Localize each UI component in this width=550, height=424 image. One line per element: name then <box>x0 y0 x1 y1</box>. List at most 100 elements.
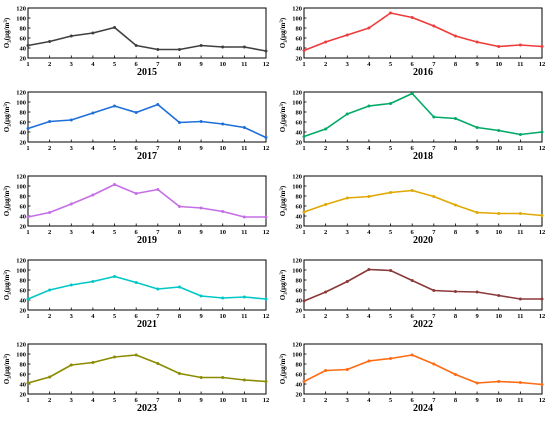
x-tick-label: 5 <box>113 229 117 236</box>
data-point <box>345 33 349 37</box>
y-axis-label: O3(μg/m3) <box>3 17 13 48</box>
x-tick-label: 6 <box>135 145 139 152</box>
y-tick-label: 40 <box>20 381 27 388</box>
x-tick-label: 10 <box>495 145 502 152</box>
x-tick-label: 7 <box>432 397 436 404</box>
x-tick-label: 1 <box>26 229 29 236</box>
x-tick-label: 12 <box>263 397 270 404</box>
data-point <box>497 212 501 215</box>
x-tick-label: 11 <box>517 313 523 320</box>
data-point <box>48 211 52 214</box>
y-tick-label: 20 <box>296 139 303 146</box>
series-line <box>27 275 267 300</box>
x-tick-label: 4 <box>367 61 371 68</box>
x-tick-label: 5 <box>113 397 117 404</box>
y-label-main: O <box>3 42 11 48</box>
x-tick-label: 1 <box>302 397 305 404</box>
x-tick-label: 12 <box>263 61 270 68</box>
y-tick-label: 120 <box>16 89 26 96</box>
plot-frame <box>303 259 543 311</box>
y-label-sub: 3 <box>8 40 13 43</box>
y-tick-label: 20 <box>20 139 27 146</box>
x-tick-label: 12 <box>539 61 546 68</box>
x-tick-label: 12 <box>539 397 546 404</box>
x-tick-label: 4 <box>91 61 95 68</box>
y-tick-label: 100 <box>292 99 302 106</box>
y-tick-label: 20 <box>20 223 27 230</box>
x-tick-label: 6 <box>411 145 415 152</box>
y-label-main: O <box>279 294 287 300</box>
x-tick-label: 6 <box>411 397 415 404</box>
plot-frame <box>27 7 267 59</box>
y-label-sup: 3 <box>280 272 285 275</box>
panel-title: 2021 <box>137 319 157 330</box>
y-axis-label: O3(μg/m3) <box>3 353 13 384</box>
y-tick-label: 40 <box>296 45 303 52</box>
x-tick-label: 10 <box>219 229 226 236</box>
y-label-sup: 3 <box>280 104 285 107</box>
data-point <box>497 129 501 132</box>
x-tick-label: 2 <box>324 61 327 68</box>
x-tick-label: 3 <box>70 397 74 404</box>
y-tick-label: 40 <box>20 45 27 52</box>
data-point <box>389 357 393 360</box>
x-tick-label: 1 <box>302 229 305 236</box>
y-axis-label: O3(μg/m3) <box>279 185 289 216</box>
y-tick-label: 40 <box>296 129 303 136</box>
y-tick-label: 20 <box>296 55 303 62</box>
series-line <box>27 103 267 139</box>
y-tick-label: 60 <box>20 371 27 378</box>
data-point <box>453 34 457 38</box>
data-point <box>389 102 393 105</box>
x-tick-label: 7 <box>432 229 436 236</box>
y-label-end: ) <box>279 269 287 272</box>
data-point <box>69 202 73 206</box>
y-tick-label: 100 <box>16 351 26 358</box>
data-point <box>26 297 30 301</box>
data-point <box>302 49 306 52</box>
x-tick-label: 9 <box>199 313 203 320</box>
y-label-unit: (μg/m <box>279 274 287 292</box>
data-point <box>91 31 95 35</box>
data-point <box>324 127 328 131</box>
x-tick-label: 8 <box>178 397 182 404</box>
x-tick-label: 11 <box>517 397 523 404</box>
x-tick-label: 10 <box>219 61 226 68</box>
panel-title: 2016 <box>413 67 433 78</box>
data-point <box>475 381 479 385</box>
x-tick-label: 2 <box>48 313 51 320</box>
data-point <box>432 289 436 292</box>
data-point <box>156 188 160 191</box>
x-tick-label: 5 <box>389 397 393 404</box>
y-tick-label: 120 <box>292 173 302 180</box>
panel-title: 2024 <box>413 403 433 414</box>
y-tick-label: 40 <box>296 381 303 388</box>
y-tick-label: 60 <box>296 371 303 378</box>
y-tick-label: 100 <box>16 99 26 106</box>
y-tick-label: 60 <box>20 203 27 210</box>
data-point <box>410 189 414 192</box>
x-tick-label: 9 <box>475 229 479 236</box>
y-label-main: O <box>279 126 287 132</box>
y-tick-label: 120 <box>16 5 26 12</box>
data-point <box>540 214 544 217</box>
data-point <box>497 45 501 48</box>
y-tick-label: 100 <box>16 15 26 22</box>
x-tick-label: 8 <box>178 313 182 320</box>
data-point <box>134 111 138 114</box>
data-point <box>264 215 268 219</box>
x-tick-label: 6 <box>411 229 415 236</box>
x-tick-label: 1 <box>26 145 29 152</box>
data-point <box>91 111 95 115</box>
y-label-sup: 3 <box>4 356 9 359</box>
x-tick-label: 1 <box>26 397 29 404</box>
y-tick-label: 80 <box>20 361 27 368</box>
data-point <box>177 121 181 124</box>
data-point <box>389 191 393 194</box>
x-tick-label: 4 <box>91 313 95 320</box>
